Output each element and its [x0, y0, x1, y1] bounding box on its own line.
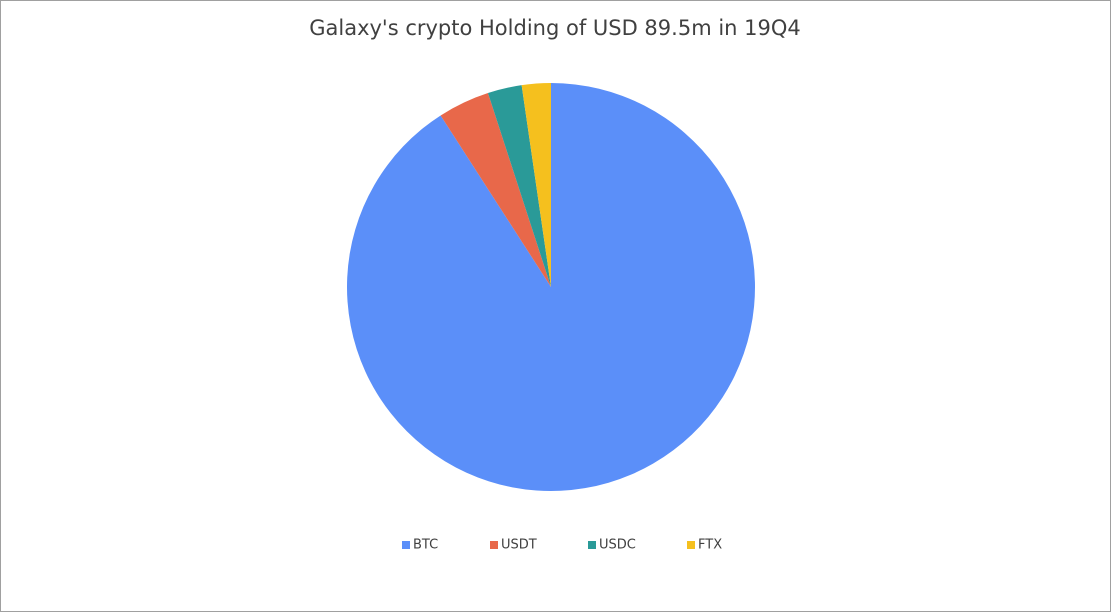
legend-swatch	[588, 541, 596, 549]
pie-slice	[440, 92, 551, 288]
chart-title: Galaxy's crypto Holding of USD 89.5m in …	[309, 16, 801, 40]
legend-label: FTX	[698, 538, 722, 553]
legend-swatch	[490, 541, 498, 549]
legend-swatch	[402, 541, 410, 549]
legend-label: USDC	[599, 538, 636, 553]
legend-label: USDT	[501, 538, 537, 553]
legend-label: BTC	[413, 538, 438, 553]
pie-slice	[521, 83, 551, 287]
legend-swatch	[687, 541, 695, 549]
pie-slice	[487, 85, 551, 288]
